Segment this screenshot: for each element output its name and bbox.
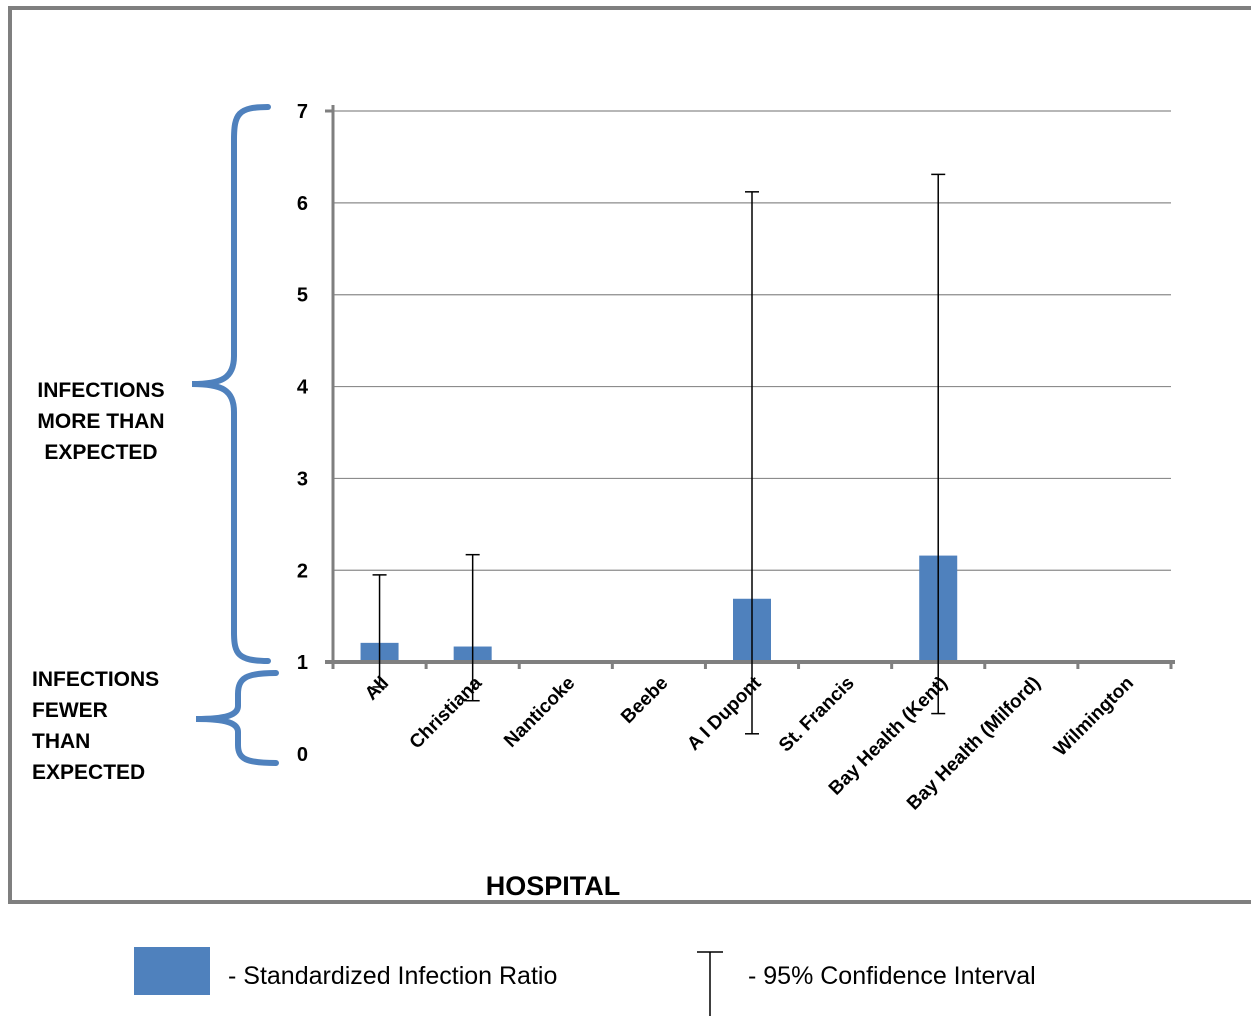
- error-bars: [372, 173, 946, 735]
- y-tick-label-5: 5: [297, 285, 308, 307]
- category-label-8: Wilmington: [1050, 673, 1138, 761]
- annotation-fewer-line-4: EXPECTED: [32, 761, 145, 784]
- axes: [325, 105, 1175, 669]
- annotation-fewer-line-1: INFECTIONS: [32, 668, 159, 691]
- category-label-3: Beebe: [617, 673, 672, 728]
- annotation-fewer-line-2: FEWER: [32, 699, 108, 722]
- y-tick-label-1: 1: [297, 652, 308, 674]
- annotation-more-line-3: EXPECTED: [44, 441, 157, 464]
- y-tick-label-4: 4: [297, 377, 309, 399]
- chart-frame: [8, 6, 1251, 904]
- category-label-1: Christiana: [406, 672, 487, 753]
- category-labels: All Christiana Nanticoke Beebe A I Dupont St.…: [361, 672, 1138, 814]
- legend-ci-label: - 95% Confidence Interval: [748, 962, 1036, 990]
- y-tick-labels: 0 1 2 3 4 5 6 7: [297, 101, 309, 766]
- legend-sir-label: - Standardized Infection Ratio: [228, 962, 557, 990]
- annotation-more-line-2: MORE THAN: [37, 410, 164, 433]
- annotations: INFECTIONS MORE THAN EXPECTED INFECTIONS…: [32, 104, 279, 784]
- bracket-fewer-than-expected: [195, 670, 279, 766]
- bars: [360, 555, 958, 662]
- y-tick-label-2: 2: [297, 560, 308, 582]
- category-label-4: A I Dupont: [683, 672, 766, 755]
- y-tick-label-0: 0: [297, 744, 308, 766]
- x-axis-title: HOSPITAL: [486, 871, 621, 901]
- category-label-5: St. Francis: [775, 673, 859, 757]
- annotation-fewer-line-3: THAN: [32, 730, 90, 753]
- bracket-more-than-expected: [191, 104, 271, 664]
- legend-ci-icon: [697, 951, 723, 1016]
- legend: - Standardized Infection Ratio - 95% Con…: [134, 947, 1036, 1016]
- y-tick-label-7: 7: [297, 101, 308, 123]
- annotation-more-line-1: INFECTIONS: [37, 379, 164, 402]
- legend-sir-swatch: [134, 947, 210, 995]
- category-label-0: All: [361, 673, 393, 705]
- y-tick-label-6: 6: [297, 193, 308, 215]
- y-tick-label-3: 3: [297, 468, 308, 490]
- category-label-2: Nanticoke: [500, 673, 579, 752]
